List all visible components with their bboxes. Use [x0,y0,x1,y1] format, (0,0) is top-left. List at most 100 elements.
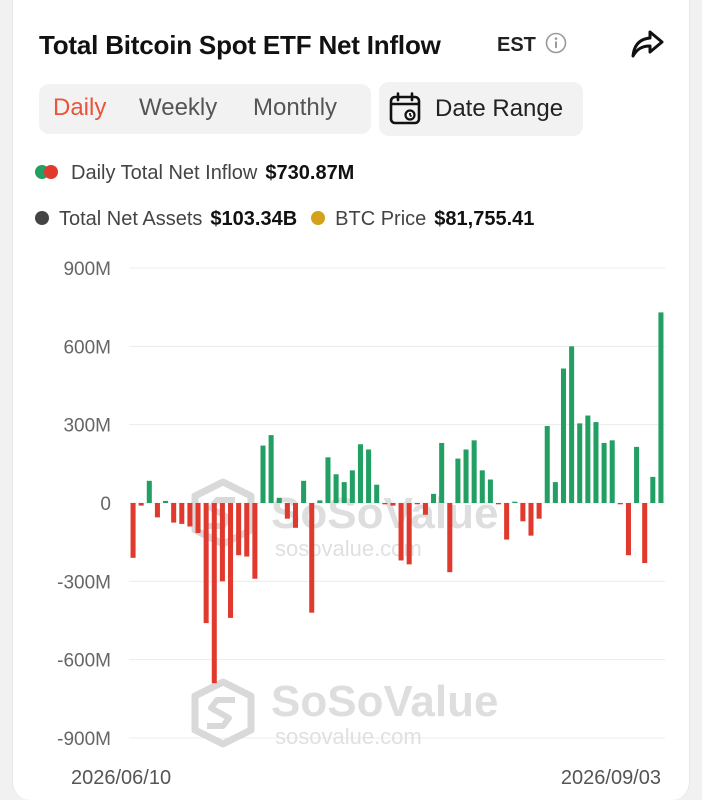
inflow-bar[interactable] [471,440,477,503]
inflow-bar[interactable] [301,480,307,503]
y-axis-labels: 900M 600M 300M 0 -300M -600M -900M [57,259,111,750]
outflow-bar[interactable] [414,503,420,505]
outflow-bar[interactable] [130,503,136,558]
inflow-bar[interactable] [463,449,469,503]
inflow-bar[interactable] [658,312,664,503]
outflow-bar[interactable] [390,503,396,506]
inflow-bar[interactable] [577,423,583,503]
inflow-bar[interactable] [431,493,437,503]
tab-weekly[interactable]: Weekly [139,94,218,121]
inflow-legend-label: Daily Total Net Inflow [71,162,258,184]
inflow-bar[interactable] [634,446,640,503]
bars [130,312,664,684]
y-tick-label: 0 [100,494,111,515]
inflow-bar[interactable] [268,435,274,503]
outflow-bar[interactable] [284,503,290,519]
y-tick-label: 900M [63,259,111,280]
y-tick-label: -600M [57,651,111,672]
inflow-bar[interactable] [366,449,372,503]
outflow-bar[interactable] [496,503,502,505]
tab-monthly[interactable]: Monthly [253,94,338,121]
share-icon[interactable] [629,28,665,60]
inflow-bar[interactable] [455,458,461,503]
outflow-bar[interactable] [187,503,193,527]
inflow-bar[interactable] [601,442,607,503]
inflow-bar[interactable] [512,501,518,503]
info-icon[interactable] [545,32,567,54]
legend-inflow: Daily Total Net Inflow $730.87M [35,162,354,185]
outflow-bar[interactable] [642,503,648,564]
outflow-bar[interactable] [179,503,185,524]
period-tabs: Daily Weekly Monthly [39,84,371,134]
inflow-bar[interactable] [276,497,282,503]
inflow-bar[interactable] [593,422,599,503]
outflow-bar[interactable] [154,503,160,518]
inflow-bar-chart: SoSoValue sosovalue.com SoSoValue sosova… [57,259,665,789]
watermark-logo-icon [191,678,255,748]
inflow-bar[interactable] [552,482,558,503]
inflow-bar[interactable] [146,480,152,503]
x-axis-labels: 2026/06/10 2026/09/03 [71,767,661,789]
inflow-legend-value: $730.87M [265,162,355,184]
date-range-button[interactable]: Date Range [379,82,583,136]
outflow-bar[interactable] [625,503,631,556]
page-title: Total Bitcoin Spot ETF Net Inflow [39,30,441,60]
outflow-bar[interactable] [211,503,217,684]
watermark-url-bottom: sosovalue.com [275,724,422,749]
outflow-bar[interactable] [292,503,299,528]
assets-legend-value: $103.34B [210,208,298,230]
outflow-bar[interactable] [244,503,250,557]
outflow-bar[interactable] [171,503,177,523]
outflow-bar[interactable] [252,503,258,579]
inflow-legend-dot [35,164,59,179]
inflow-bar[interactable] [560,368,567,503]
inflow-bar[interactable] [585,415,591,503]
grid-lines [129,267,665,739]
outflow-bar[interactable] [203,503,209,624]
assets-legend-label: Total Net Assets [59,208,203,230]
x-tick-label: 2026/09/03 [561,767,661,789]
inflow-bar[interactable] [609,440,615,503]
header: Total Bitcoin Spot ETF Net Inflow EST [39,28,665,64]
inflow-bar[interactable] [650,476,656,503]
inflow-bar[interactable] [439,442,445,503]
outflow-bar[interactable] [382,503,388,505]
inflow-bar[interactable] [544,425,550,503]
tab-daily[interactable]: Daily [53,94,107,121]
inflow-bar[interactable] [374,484,380,503]
outflow-bar[interactable] [228,503,234,618]
outflow-bar[interactable] [406,503,412,565]
y-tick-label: 600M [63,337,111,358]
inflow-bar[interactable] [333,474,339,503]
outflow-bar[interactable] [536,503,542,519]
y-tick-label: 300M [63,416,111,437]
inflow-bar[interactable] [479,470,485,503]
inflow-bar[interactable] [325,457,331,503]
inflow-bar[interactable] [341,482,347,503]
watermark-brand-bottom: SoSoValue [271,677,498,726]
assets-legend-dot [35,210,49,225]
outflow-bar[interactable] [422,503,428,515]
inflow-bar[interactable] [260,445,266,503]
watermark-brand-top: SoSoValue [271,489,498,538]
outflow-bar[interactable] [504,503,510,540]
date-range-label: Date Range [435,95,564,122]
outflow-bar[interactable] [617,503,623,505]
inflow-bar[interactable] [349,470,355,503]
outflow-bar[interactable] [309,503,315,613]
inflow-bar[interactable] [569,346,575,503]
inflow-bar[interactable] [357,444,363,503]
outflow-bar[interactable] [528,503,534,536]
outflow-bar[interactable] [138,503,144,506]
chart-card: Total Bitcoin Spot ETF Net Inflow EST Da… [12,0,690,800]
inflow-bar[interactable] [487,479,493,504]
outflow-bar[interactable] [398,503,404,561]
outflow-bar[interactable] [195,503,201,534]
legend-assets-price: Total Net Assets $103.34B BTC Price $81,755… [35,208,534,231]
outflow-bar[interactable] [520,503,526,522]
outflow-bar[interactable] [236,503,242,556]
inflow-bar[interactable] [163,500,169,503]
outflow-bar[interactable] [447,503,453,573]
outflow-bar[interactable] [219,503,225,582]
inflow-bar[interactable] [317,500,323,503]
